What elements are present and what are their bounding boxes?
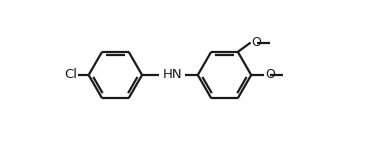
Text: Cl: Cl bbox=[64, 69, 77, 81]
Text: O: O bbox=[251, 36, 261, 49]
Text: HN: HN bbox=[162, 69, 182, 81]
Text: O: O bbox=[265, 69, 275, 81]
